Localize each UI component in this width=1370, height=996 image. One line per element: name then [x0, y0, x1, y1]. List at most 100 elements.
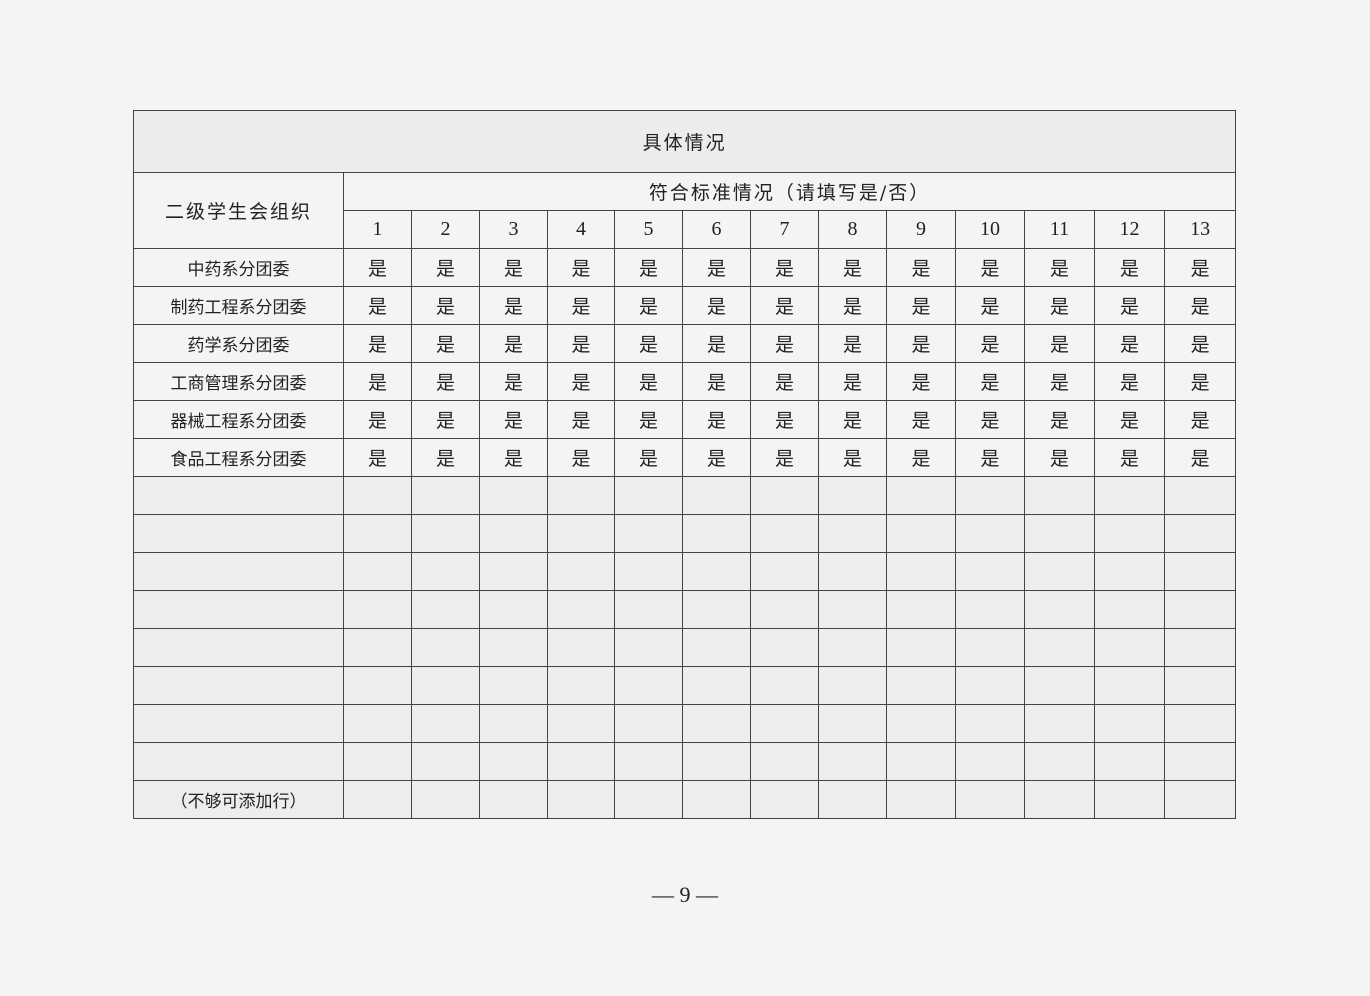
- criteria-value-cell: 是: [886, 400, 956, 439]
- criteria-value-cell: 是: [682, 286, 751, 325]
- criteria-value-cell: 是: [886, 362, 956, 401]
- criteria-value-cell: [547, 514, 615, 553]
- criteria-value-cell: [682, 552, 751, 591]
- criteria-value-cell: [750, 628, 819, 667]
- criteria-value-cell: [614, 742, 683, 781]
- criteria-value-cell: [411, 780, 480, 819]
- criteria-value-cell: [886, 780, 956, 819]
- criteria-value-cell: [818, 552, 887, 591]
- criteria-value-cell: 是: [955, 324, 1025, 363]
- org-name-cell: [133, 590, 344, 629]
- criteria-value-cell: 是: [1094, 324, 1165, 363]
- criteria-value-cell: 是: [1024, 438, 1095, 477]
- table-row: 制药工程系分团委是是是是是是是是是是是是是: [133, 286, 1237, 325]
- org-name-cell: [133, 704, 344, 743]
- criteria-value-cell: 是: [1163, 324, 1237, 363]
- criteria-value-cell: [886, 590, 956, 629]
- criteria-value-cell: 是: [547, 286, 615, 325]
- org-name-cell: 制药工程系分团委: [133, 286, 344, 325]
- criteria-value-cell: [955, 552, 1025, 591]
- criteria-value-cell: 是: [955, 362, 1025, 401]
- criteria-value-cell: [614, 590, 683, 629]
- criteria-value-cell: [479, 742, 548, 781]
- criteria-value-cell: 是: [343, 362, 412, 401]
- criteria-value-cell: [343, 780, 412, 819]
- criteria-value-cell: 是: [343, 324, 412, 363]
- criteria-value-cell: [682, 476, 751, 515]
- table-row: 中药系分团委是是是是是是是是是是是是是: [133, 248, 1237, 287]
- criteria-value-cell: 是: [614, 400, 683, 439]
- criteria-value-cell: [1094, 552, 1165, 591]
- criteria-number: 12: [1094, 210, 1165, 249]
- criteria-value-cell: [682, 742, 751, 781]
- criteria-value-cell: [1094, 476, 1165, 515]
- table-row: [133, 628, 1237, 667]
- table-title-row: 具体情况: [132, 110, 1237, 173]
- criteria-value-cell: [479, 704, 548, 743]
- page-number: — 9 —: [652, 882, 718, 907]
- criteria-value-cell: [547, 780, 615, 819]
- criteria-value-cell: [955, 476, 1025, 515]
- criteria-value-cell: [1163, 666, 1237, 705]
- criteria-number: 6: [682, 210, 751, 249]
- criteria-value-cell: [614, 780, 683, 819]
- org-name-cell: 中药系分团委: [133, 248, 344, 287]
- criteria-value-cell: 是: [614, 324, 683, 363]
- criteria-value-cell: [614, 552, 683, 591]
- criteria-value-cell: [886, 628, 956, 667]
- criteria-value-cell: 是: [343, 400, 412, 439]
- criteria-value-cell: [1094, 704, 1165, 743]
- criteria-value-cell: 是: [411, 286, 480, 325]
- criteria-value-cell: 是: [1163, 286, 1237, 325]
- table-row: [133, 704, 1237, 743]
- criteria-value-cell: 是: [1024, 324, 1095, 363]
- criteria-value-cell: 是: [614, 248, 683, 287]
- criteria-value-cell: 是: [411, 324, 480, 363]
- org-name-cell: [133, 552, 344, 591]
- criteria-value-cell: [682, 780, 751, 819]
- criteria-value-cell: 是: [1024, 248, 1095, 287]
- criteria-value-cell: 是: [1163, 362, 1237, 401]
- criteria-value-cell: [1024, 552, 1095, 591]
- criteria-value-cell: [547, 666, 615, 705]
- criteria-value-cell: [682, 666, 751, 705]
- criteria-value-cell: 是: [818, 286, 887, 325]
- criteria-value-cell: [614, 476, 683, 515]
- criteria-value-cell: 是: [955, 438, 1025, 477]
- criteria-value-cell: [547, 742, 615, 781]
- criteria-number: 3: [479, 210, 548, 249]
- criteria-number: 5: [614, 210, 683, 249]
- criteria-value-cell: 是: [682, 438, 751, 477]
- org-name-cell: 食品工程系分团委: [133, 438, 344, 477]
- criteria-value-cell: [955, 666, 1025, 705]
- criteria-value-cell: [1094, 590, 1165, 629]
- criteria-value-cell: [682, 704, 751, 743]
- criteria-value-cell: 是: [955, 286, 1025, 325]
- criteria-value-cell: 是: [1094, 248, 1165, 287]
- criteria-value-cell: 是: [343, 286, 412, 325]
- criteria-value-cell: 是: [750, 400, 819, 439]
- criteria-value-cell: 是: [547, 400, 615, 439]
- criteria-value-cell: [955, 704, 1025, 743]
- criteria-value-cell: [955, 514, 1025, 553]
- criteria-value-cell: [343, 742, 412, 781]
- table-row: [133, 552, 1237, 591]
- criteria-value-cell: 是: [1024, 400, 1095, 439]
- criteria-value-cell: [411, 514, 480, 553]
- criteria-value-cell: [479, 514, 548, 553]
- criteria-value-cell: 是: [818, 362, 887, 401]
- criteria-value-cell: 是: [411, 248, 480, 287]
- criteria-value-cell: [1094, 666, 1165, 705]
- criteria-value-cell: [614, 628, 683, 667]
- criteria-value-cell: 是: [1094, 400, 1165, 439]
- criteria-value-cell: 是: [818, 400, 887, 439]
- criteria-value-cell: 是: [547, 248, 615, 287]
- criteria-value-cell: 是: [1163, 248, 1237, 287]
- criteria-value-cell: [1163, 780, 1237, 819]
- criteria-value-cell: [411, 704, 480, 743]
- org-name-cell: [133, 666, 344, 705]
- criteria-value-cell: 是: [479, 286, 548, 325]
- org-name-cell: 药学系分团委: [133, 324, 344, 363]
- criteria-value-cell: 是: [682, 362, 751, 401]
- criteria-value-cell: [614, 514, 683, 553]
